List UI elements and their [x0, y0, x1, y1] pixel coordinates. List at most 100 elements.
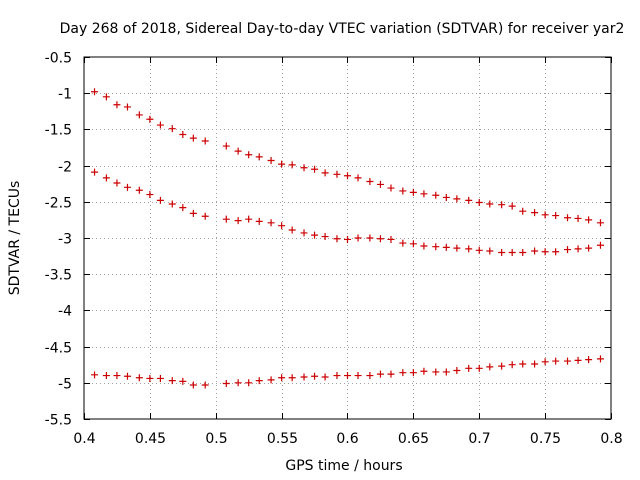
data-point — [399, 239, 407, 247]
data-point — [376, 235, 384, 243]
data-point — [189, 381, 197, 389]
data-point — [475, 246, 483, 254]
data-point — [168, 200, 176, 208]
data-point — [113, 372, 121, 380]
data-point — [201, 381, 209, 389]
data-point — [486, 200, 494, 208]
data-point — [102, 372, 110, 380]
data-point — [574, 356, 582, 364]
data-point — [564, 246, 572, 254]
data-point — [267, 376, 275, 384]
data-point — [574, 245, 582, 253]
data-point — [552, 357, 560, 365]
data-point — [222, 215, 230, 223]
data-point — [222, 380, 230, 388]
y-tick-label: -1 — [58, 87, 72, 103]
y-tick-label: -2.5 — [45, 196, 72, 212]
x-axis-title: GPS time / hours — [285, 458, 402, 474]
data-point — [585, 356, 593, 364]
data-point — [278, 160, 286, 168]
data-point — [475, 199, 483, 207]
data-point — [91, 168, 99, 176]
data-point — [311, 165, 319, 173]
data-point — [519, 360, 527, 368]
data-point — [321, 373, 329, 381]
y-tick-label: -1.5 — [45, 123, 72, 139]
y-tick-label: -3 — [58, 232, 72, 248]
data-point — [321, 233, 329, 241]
data-point — [168, 125, 176, 133]
data-point — [376, 370, 384, 378]
data-point — [442, 368, 450, 376]
data-point — [135, 111, 143, 119]
data-point — [333, 170, 341, 178]
y-tick-label: -2 — [58, 160, 72, 176]
data-point — [531, 209, 539, 217]
data-point — [300, 164, 308, 172]
y-axis-title: SDTVAR / TECUs — [7, 181, 23, 296]
data-point — [333, 235, 341, 243]
data-point — [255, 217, 263, 225]
data-point — [475, 364, 483, 372]
data-point — [531, 247, 539, 255]
data-point — [179, 377, 187, 385]
data-point — [321, 169, 329, 177]
x-tick-labels: 0.4 0.45 0.5 0.55 0.6 0.65 0.7 0.75 0.8 — [73, 431, 622, 447]
data-point — [486, 363, 494, 371]
data-point — [278, 374, 286, 382]
x-tick-label: 0.65 — [398, 431, 429, 447]
data-point — [387, 370, 395, 378]
data-point — [409, 369, 417, 377]
data-point — [278, 222, 286, 230]
data-point — [541, 358, 549, 366]
data-point — [102, 174, 110, 182]
axis-ticks — [84, 57, 612, 420]
data-point — [156, 196, 164, 204]
data-point — [585, 216, 593, 224]
y-tick-label: -4 — [58, 304, 72, 320]
data-point — [288, 161, 296, 169]
data-point — [508, 361, 516, 369]
data-point — [123, 183, 131, 191]
data-point — [179, 204, 187, 212]
y-tick-labels: -0.5 -1 -1.5 -2 -2.5 -3 -3.5 -4 -4.5 -5 -5.5 — [45, 51, 72, 429]
data-point — [552, 212, 560, 220]
data-point — [420, 367, 428, 375]
data-point — [179, 130, 187, 138]
x-tick-label: 0.8 — [600, 431, 622, 447]
y-tick-label: -5 — [58, 377, 72, 393]
data-point — [201, 212, 209, 220]
x-tick-label: 0.5 — [205, 431, 227, 447]
data-point — [376, 180, 384, 188]
x-tick-label: 0.6 — [336, 431, 358, 447]
data-point — [453, 366, 461, 374]
data-point — [267, 219, 275, 227]
data-point — [113, 179, 121, 187]
data-point — [432, 191, 440, 199]
data-point — [409, 188, 417, 196]
data-point — [354, 372, 362, 380]
data-point — [442, 243, 450, 251]
x-tick-label: 0.75 — [530, 431, 561, 447]
data-point — [564, 214, 572, 222]
series-2 — [91, 168, 604, 256]
y-tick-label: -3.5 — [45, 268, 72, 284]
data-point — [498, 362, 506, 370]
data-point — [156, 121, 164, 129]
data-point — [344, 372, 351, 380]
data-point — [498, 201, 506, 209]
data-point — [156, 374, 164, 382]
data-point — [432, 368, 440, 376]
data-point — [234, 147, 242, 155]
data-point — [354, 234, 362, 242]
data-point — [222, 142, 230, 150]
data-point — [245, 215, 253, 223]
data-point — [189, 209, 197, 217]
data-point — [135, 374, 143, 382]
y-tick-label: -5.5 — [45, 413, 72, 429]
data-point — [255, 377, 263, 385]
data-point — [91, 88, 99, 96]
data-point — [135, 186, 143, 194]
data-point — [541, 248, 549, 256]
